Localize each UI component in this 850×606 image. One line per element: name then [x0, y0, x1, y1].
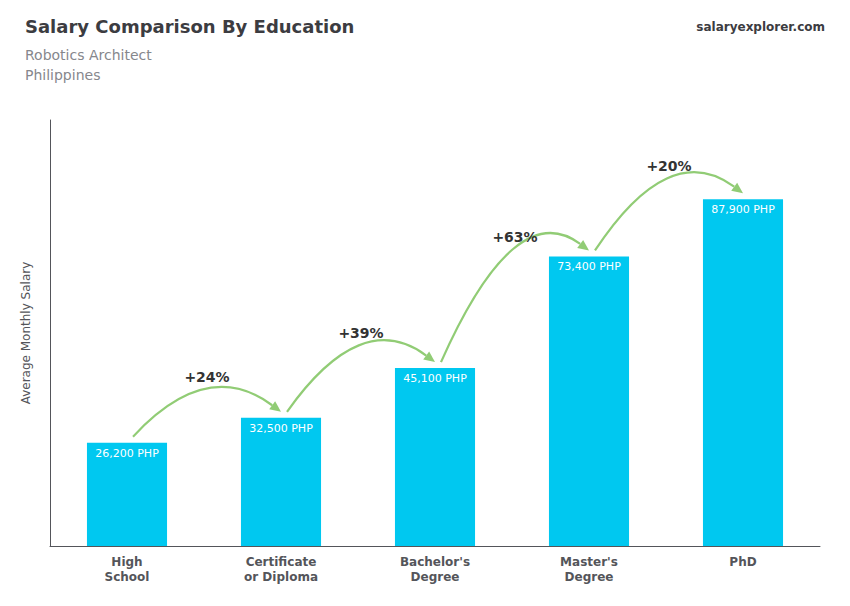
svg-text:+24%: +24%: [184, 369, 229, 385]
svg-text:High: High: [111, 555, 142, 569]
svg-text:+39%: +39%: [338, 325, 383, 341]
svg-text:26,200 PHP: 26,200 PHP: [95, 447, 159, 460]
svg-text:Average Monthly Salary: Average Monthly Salary: [19, 262, 33, 405]
svg-text:73,400 PHP: 73,400 PHP: [557, 260, 621, 273]
svg-text:Robotics Architect: Robotics Architect: [25, 47, 152, 63]
svg-text:or Diploma: or Diploma: [244, 570, 318, 584]
svg-text:Master's: Master's: [560, 555, 618, 569]
svg-text:Philippines: Philippines: [25, 67, 100, 83]
svg-text:Degree: Degree: [565, 570, 614, 584]
svg-text:Bachelor's: Bachelor's: [400, 555, 470, 569]
svg-text:Salary Comparison By Education: Salary Comparison By Education: [25, 16, 354, 37]
svg-text:+20%: +20%: [646, 158, 691, 174]
svg-text:87,900 PHP: 87,900 PHP: [711, 203, 775, 216]
svg-text:+63%: +63%: [492, 229, 537, 245]
svg-text:Certificate: Certificate: [246, 555, 317, 569]
svg-text:32,500 PHP: 32,500 PHP: [249, 422, 313, 435]
svg-text:School: School: [105, 570, 150, 584]
svg-text:PhD: PhD: [729, 555, 756, 569]
svg-text:Degree: Degree: [411, 570, 460, 584]
svg-text:45,100 PHP: 45,100 PHP: [403, 372, 467, 385]
svg-text:salaryexplorer.com: salaryexplorer.com: [696, 20, 825, 34]
